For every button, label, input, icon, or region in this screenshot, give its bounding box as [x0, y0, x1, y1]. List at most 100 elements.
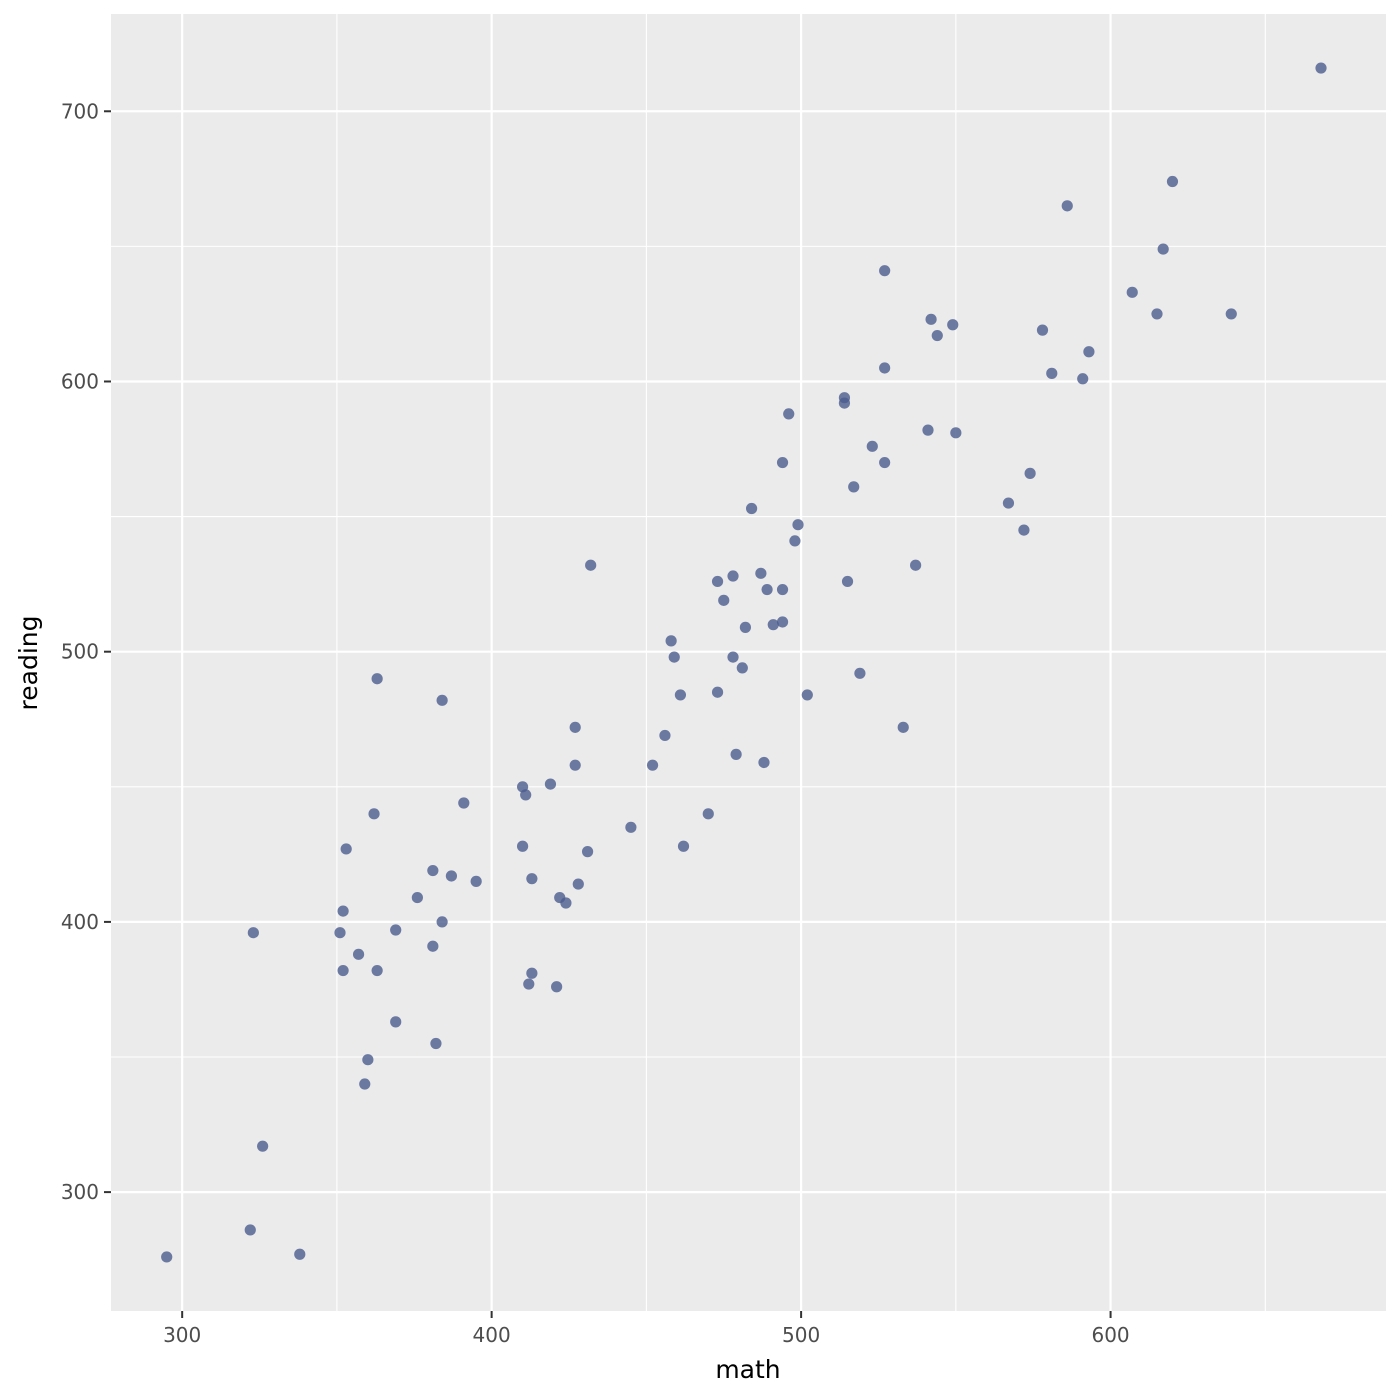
data-point: [711, 575, 724, 588]
data-point: [436, 694, 448, 706]
data-point: [848, 481, 860, 493]
data-point: [470, 875, 482, 887]
data-point: [776, 616, 789, 628]
data-point: [625, 821, 637, 833]
data-point: [526, 967, 538, 979]
data-point: [718, 594, 730, 606]
data-point: [359, 1078, 371, 1090]
data-point: [430, 1037, 442, 1050]
data-point: [727, 570, 739, 582]
data-point: [879, 456, 891, 469]
data-point: [1225, 308, 1237, 320]
data-point: [569, 721, 581, 733]
data-point: [950, 427, 962, 439]
data-point: [526, 873, 538, 885]
data-points: [161, 62, 1327, 1263]
data-point: [294, 1248, 306, 1260]
data-point: [711, 686, 724, 698]
data-point: [792, 519, 804, 531]
data-point: [445, 870, 458, 882]
y-axis: 300 400 500 600 700: [61, 99, 111, 1204]
data-point: [947, 319, 959, 331]
data-point: [371, 673, 383, 685]
data-point: [390, 924, 402, 936]
data-point: [677, 840, 690, 852]
data-point: [922, 424, 934, 436]
data-point: [458, 797, 470, 809]
x-tick-label: 400: [473, 1323, 511, 1347]
data-point: [674, 689, 687, 701]
data-point: [352, 948, 365, 960]
data-point: [665, 635, 677, 647]
major-grid: [111, 14, 1386, 1311]
data-point: [841, 575, 854, 588]
data-point: [544, 778, 557, 790]
x-tick-label: 500: [782, 1323, 820, 1347]
data-point: [516, 840, 529, 852]
data-point: [776, 456, 789, 469]
data-point: [736, 662, 748, 674]
data-point: [739, 621, 752, 633]
y-axis-title: reading: [14, 616, 43, 711]
x-axis-title: math: [715, 1355, 780, 1384]
data-point: [551, 981, 563, 993]
data-point: [1024, 467, 1036, 479]
data-point: [646, 759, 659, 771]
data-point: [257, 1140, 269, 1152]
data-point: [838, 397, 851, 409]
data-point: [371, 964, 383, 977]
data-point: [585, 559, 597, 571]
data-point: [427, 864, 439, 877]
x-tick-label: 600: [1091, 1323, 1129, 1347]
data-point: [854, 667, 866, 679]
data-point: [244, 1224, 256, 1236]
data-point: [866, 440, 878, 452]
data-point: [247, 927, 259, 939]
data-point: [1157, 243, 1169, 255]
x-tick-label: 300: [163, 1323, 201, 1347]
minor-grid: [111, 14, 1386, 1311]
data-point: [801, 689, 813, 701]
data-point: [925, 313, 937, 325]
plot-panel: [111, 14, 1386, 1311]
data-point: [897, 721, 909, 733]
data-point: [1151, 308, 1163, 320]
y-tick-label: 600: [61, 369, 99, 393]
data-point: [337, 905, 349, 917]
data-point: [789, 535, 801, 547]
x-axis: 300 400 500 600: [163, 1311, 1130, 1347]
data-point: [427, 940, 439, 952]
data-point: [1002, 497, 1015, 509]
data-point: [161, 1251, 173, 1263]
data-point: [761, 583, 773, 596]
data-point: [758, 756, 770, 769]
y-tick-label: 400: [61, 910, 99, 934]
data-point: [340, 843, 352, 855]
data-point: [337, 964, 349, 977]
data-point: [755, 567, 767, 579]
data-point: [334, 927, 346, 939]
data-point: [411, 891, 423, 904]
data-point: [879, 362, 891, 374]
data-point: [572, 878, 584, 890]
data-point: [1126, 286, 1138, 298]
data-point: [390, 1016, 402, 1028]
data-point: [569, 759, 581, 771]
data-point: [523, 978, 535, 990]
data-point: [1166, 175, 1179, 188]
y-tick-label: 700: [61, 99, 99, 123]
y-tick-label: 300: [61, 1180, 99, 1204]
data-point: [767, 619, 779, 631]
data-point: [702, 808, 714, 820]
data-point: [1036, 324, 1049, 336]
data-point: [659, 729, 671, 742]
data-point: [581, 846, 594, 858]
data-point: [745, 502, 758, 515]
data-point: [1083, 346, 1095, 358]
data-point: [1046, 367, 1058, 379]
data-point: [931, 329, 943, 342]
data-point: [1061, 200, 1073, 212]
data-point: [776, 583, 789, 596]
data-point: [730, 748, 742, 760]
